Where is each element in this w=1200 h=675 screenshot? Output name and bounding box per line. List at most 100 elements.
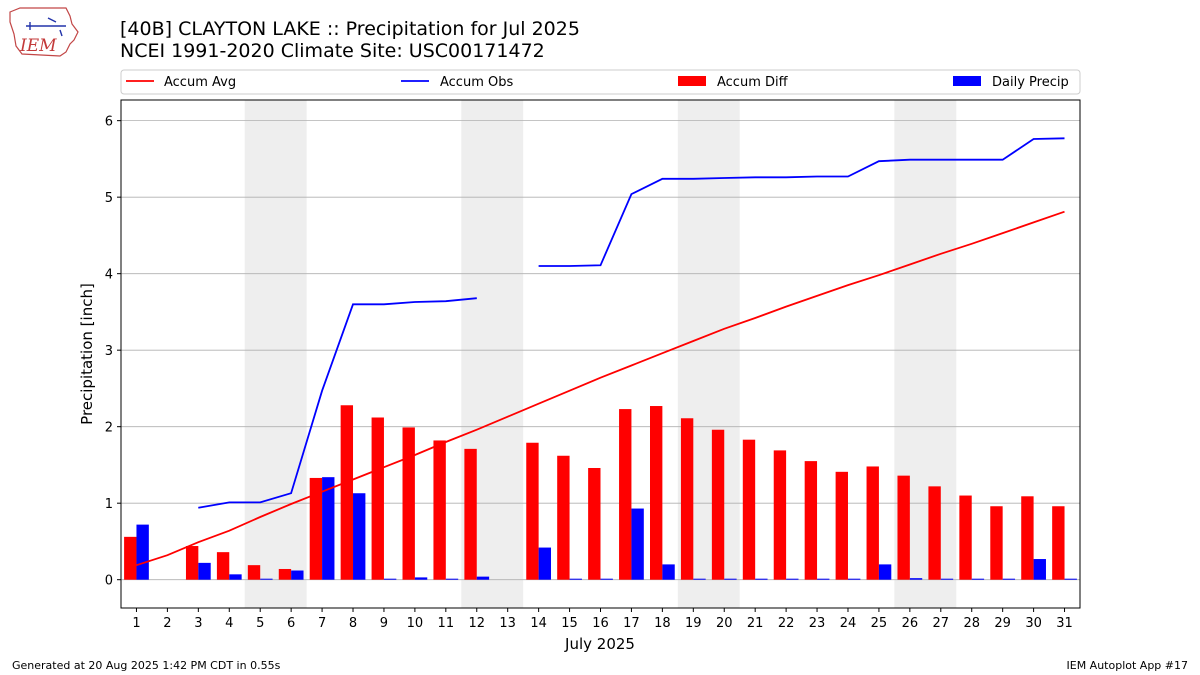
- legend-label-accum-obs: Accum Obs: [440, 75, 513, 90]
- accum-diff-bar-27: [928, 486, 941, 580]
- daily-precip-bar-8: [353, 493, 366, 580]
- accum-diff-bar-10: [402, 427, 415, 580]
- x-tick-label-27: 27: [933, 616, 950, 631]
- x-tick-label-22: 22: [778, 616, 795, 631]
- legend-label-daily-precip: Daily Precip: [992, 75, 1069, 90]
- x-tick-label-20: 20: [716, 616, 733, 631]
- y-ticks: 0 1 2 3 4 5 6: [105, 115, 121, 589]
- y-tick-label-4: 4: [105, 268, 113, 283]
- y-tick-label-6: 6: [105, 115, 113, 130]
- daily-precip-bar-15: [569, 578, 582, 580]
- daily-precip-bar-21: [755, 578, 768, 580]
- accum-diff-bar-20: [711, 429, 725, 580]
- daily-precip-bar-12: [476, 576, 490, 580]
- daily-precip-bar-17: [631, 508, 644, 580]
- iowa-outline-icon: [9, 7, 79, 57]
- accum-diff-bar-1: [124, 536, 137, 580]
- x-tick-label-28: 28: [963, 616, 980, 631]
- x-tick-label-10: 10: [407, 616, 424, 631]
- x-tick-label-2: 2: [163, 616, 171, 631]
- daily-precip-bar-7: [322, 477, 335, 580]
- y-tick-label-2: 2: [105, 421, 113, 436]
- accum-diff-bar-16: [588, 467, 601, 580]
- accum-diff-bar-12: [464, 448, 477, 580]
- x-tick-label-5: 5: [256, 616, 264, 631]
- daily-precip-bar-14: [538, 547, 552, 580]
- x-tick-label-23: 23: [809, 616, 826, 631]
- daily-precip-bar-10: [414, 577, 428, 580]
- accum-diff-bar-19: [680, 418, 694, 580]
- daily-precip-bar-19: [693, 578, 706, 580]
- accum-diff-bar-28: [959, 495, 972, 580]
- x-tick-label-26: 26: [902, 616, 919, 631]
- logo-text: IEM: [19, 36, 57, 56]
- x-tick-label-14: 14: [530, 616, 547, 631]
- legend-label-accum-avg: Accum Avg: [164, 75, 236, 90]
- x-tick-label-13: 13: [499, 616, 516, 631]
- daily-precip-bar-4: [229, 574, 242, 580]
- accum-diff-bar-4: [216, 552, 230, 580]
- daily-precip-bar-1: [136, 524, 149, 580]
- daily-precip-bar-3: [198, 562, 211, 580]
- daily-precip-bar-20: [724, 578, 737, 580]
- daily-precip-bar-26: [909, 578, 923, 580]
- daily-precip-bar-24: [847, 578, 861, 580]
- daily-precip-bar-11: [445, 578, 459, 580]
- accum-diff-bar-9: [371, 417, 384, 580]
- chart-title-line1: [40B] CLAYTON LAKE :: Precipitation for …: [120, 18, 580, 40]
- accum-diff-bar-31: [1052, 506, 1065, 580]
- chart-title-line2: NCEI 1991-2020 Climate Site: USC00171472: [120, 40, 545, 62]
- daily-precip-bar-16: [600, 578, 613, 580]
- x-tick-label-8: 8: [349, 616, 357, 631]
- daily-precip-bar-27: [940, 578, 954, 580]
- accum-diff-bar-18: [649, 406, 663, 580]
- x-tick-label-4: 4: [225, 616, 233, 631]
- daily-precip-bar-23: [817, 578, 830, 580]
- accum-diff-bar-6: [278, 568, 292, 580]
- accum-diff-bar-23: [804, 461, 818, 580]
- x-tick-label-7: 7: [318, 616, 326, 631]
- legend-label-accum-diff: Accum Diff: [717, 75, 789, 90]
- legend-swatch-accum-diff: [678, 76, 706, 86]
- x-tick-label-15: 15: [561, 616, 578, 631]
- x-tick-label-21: 21: [747, 616, 764, 631]
- y-axis-label: Precipitation [inch]: [78, 283, 96, 425]
- x-tick-label-12: 12: [468, 616, 485, 631]
- bars: [124, 405, 1077, 580]
- x-tick-label-30: 30: [1025, 616, 1042, 631]
- daily-precip-bar-18: [662, 564, 675, 580]
- x-tick-label-1: 1: [132, 616, 140, 631]
- accum-diff-bar-8: [340, 405, 354, 580]
- legend-frame: [120, 69, 1081, 95]
- x-tick-label-16: 16: [592, 616, 609, 631]
- iem-logo: IEM: [9, 7, 79, 57]
- legend-swatch-daily-precip: [953, 76, 981, 86]
- daily-precip-bar-6: [291, 570, 304, 580]
- x-tick-label-31: 31: [1056, 616, 1073, 631]
- daily-precip-bar-30: [1033, 559, 1046, 580]
- daily-precip-bar-9: [383, 578, 397, 580]
- x-tick-label-11: 11: [438, 616, 455, 631]
- daily-precip-bar-28: [971, 578, 985, 580]
- accum-diff-bar-3: [185, 546, 199, 580]
- y-tick-label-0: 0: [105, 574, 113, 589]
- daily-precip-bar-31: [1064, 578, 1077, 580]
- daily-precip-bar-5: [260, 578, 273, 580]
- daily-precip-bar-22: [786, 578, 799, 580]
- x-axis-label: July 2025: [564, 635, 635, 653]
- accum-diff-bar-24: [835, 471, 848, 580]
- y-tick-label-1: 1: [105, 497, 113, 512]
- y-tick-label-3: 3: [105, 344, 113, 359]
- daily-precip-bar-25: [878, 564, 892, 580]
- accum-diff-bar-21: [742, 439, 756, 580]
- x-tick-label-3: 3: [194, 616, 202, 631]
- lines: [136, 137, 1065, 567]
- x-tick-label-18: 18: [654, 616, 671, 631]
- accum-diff-bar-14: [526, 442, 539, 580]
- legend: Accum Avg Accum Obs Accum Diff Daily Pre…: [120, 69, 1081, 95]
- y-tick-label-5: 5: [105, 191, 113, 206]
- x-ticks: 1 2 3 4 5 6 7 8 9 10 11 12 13 14 15 16 17 18 19 20 21 22 23 24 2…: [132, 608, 1073, 631]
- accum-diff-bar-5: [247, 565, 261, 580]
- accum-avg-line-segment-1: [136, 210, 1065, 567]
